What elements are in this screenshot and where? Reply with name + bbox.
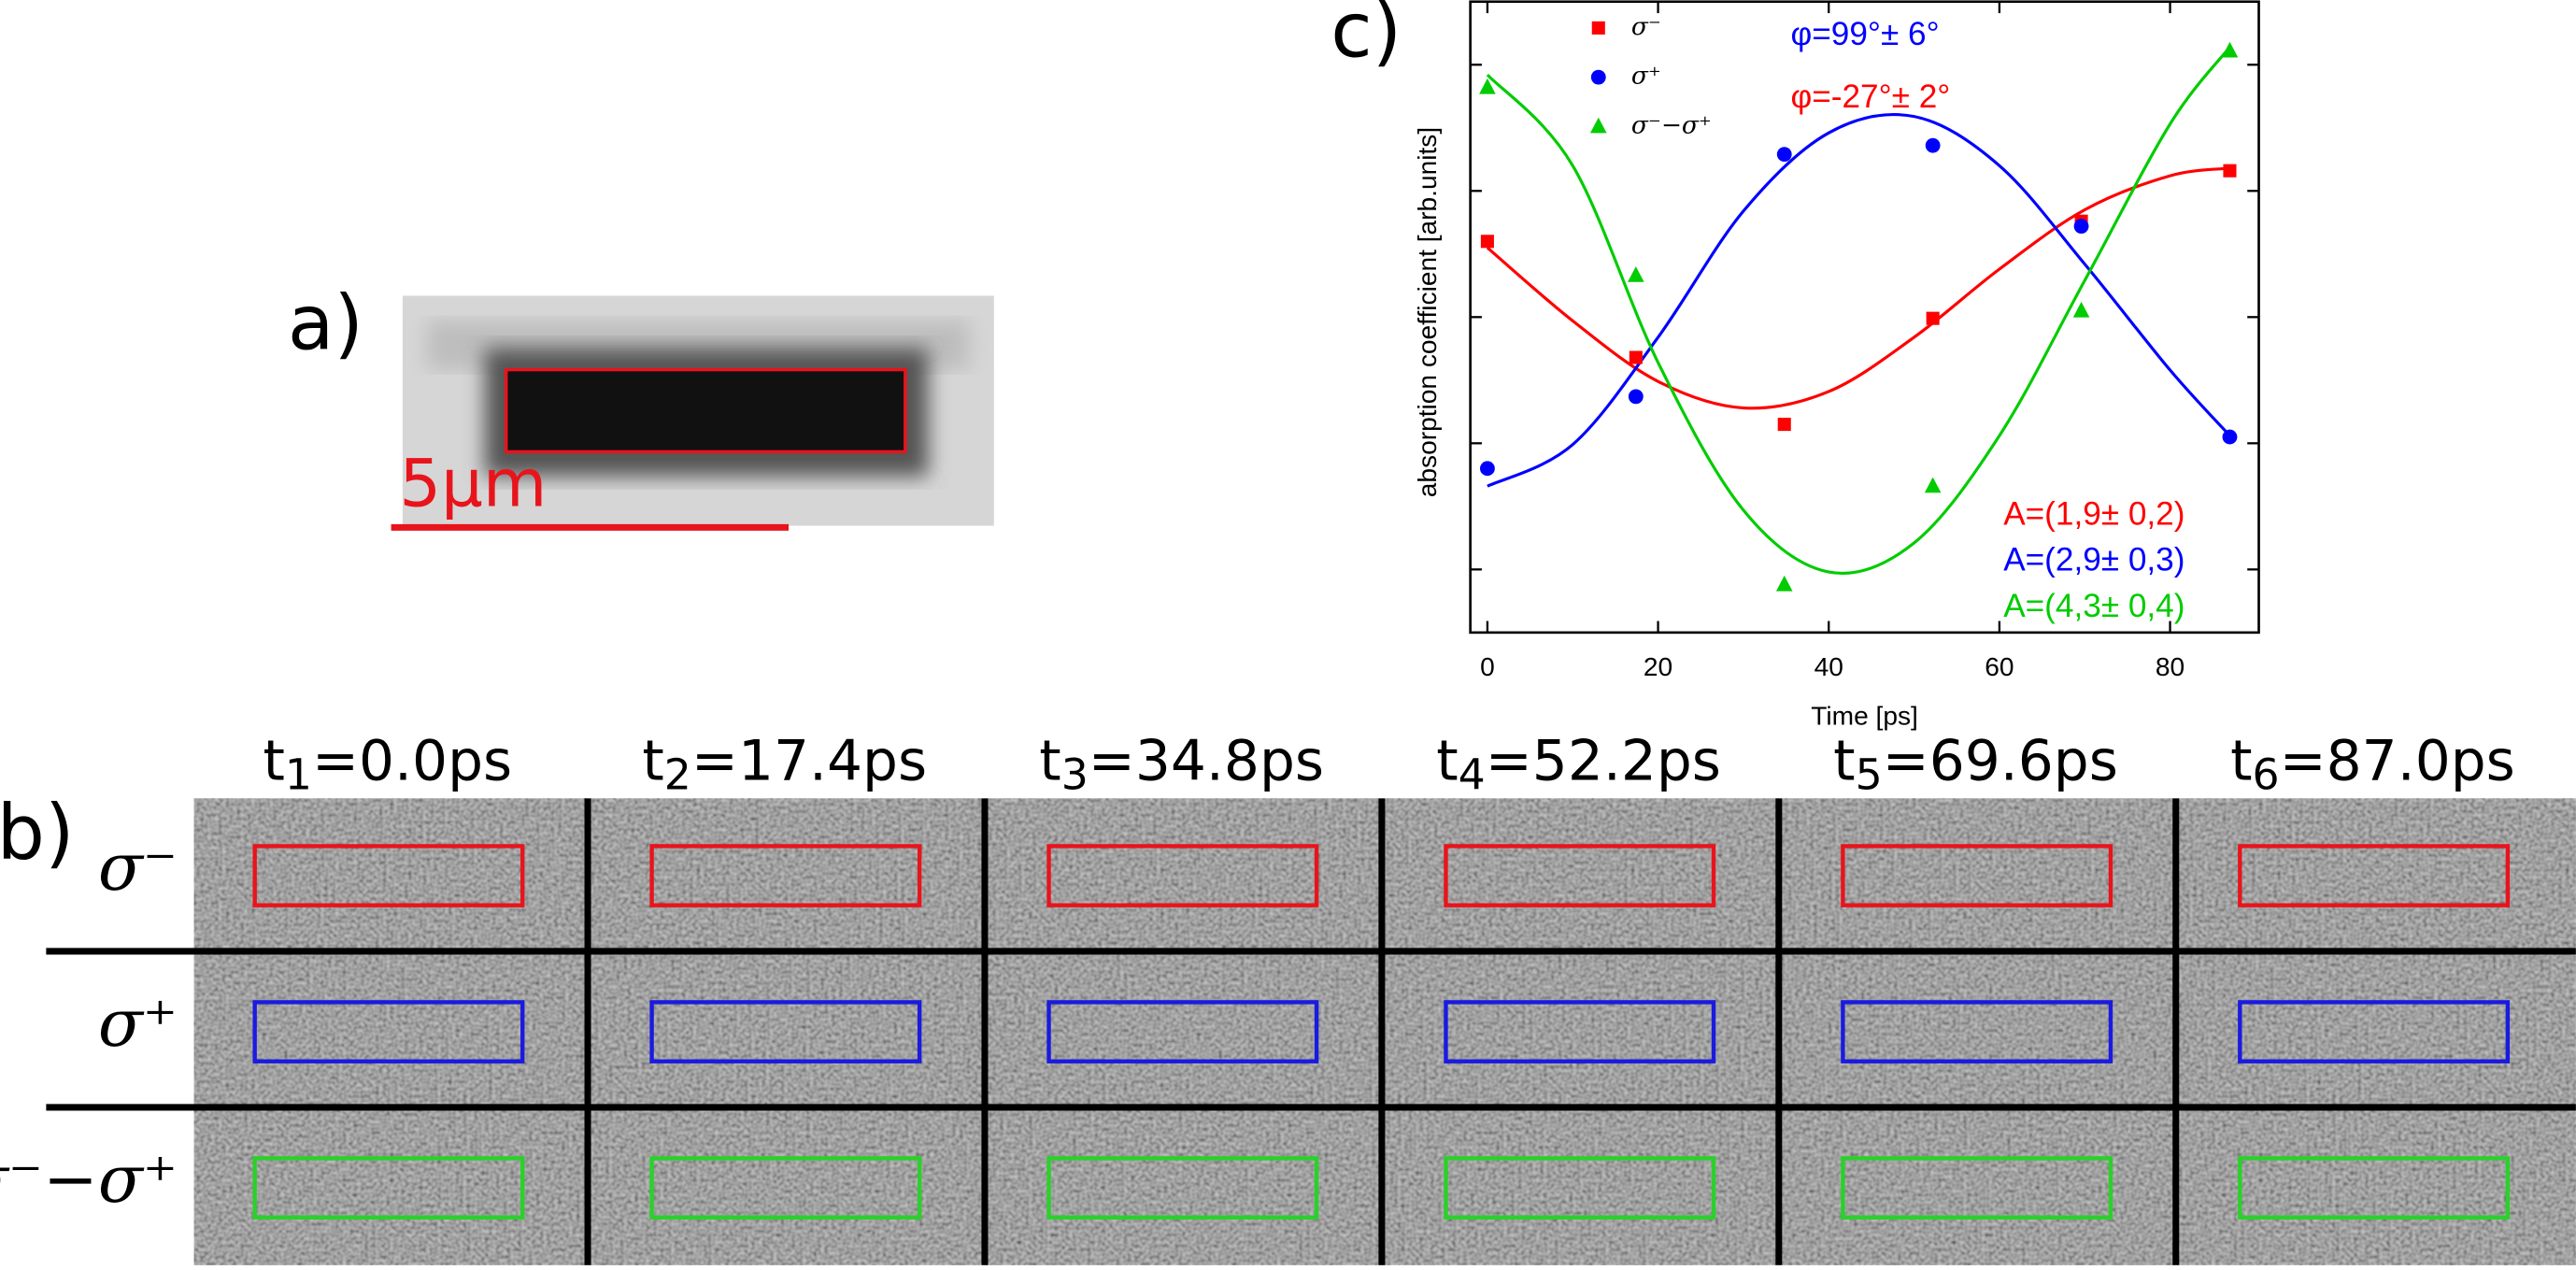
header-part: 3: [1061, 749, 1089, 799]
marker: [1479, 78, 1496, 94]
header-part: =17.4ps: [691, 729, 927, 793]
header-part: 1: [285, 749, 312, 799]
marker: [1628, 389, 1644, 405]
legend-label: σ⁻−σ⁺: [1631, 111, 1712, 139]
marker: [1628, 266, 1644, 282]
region-outline: [1444, 1000, 1716, 1063]
column-header: t3=34.8ps: [1039, 729, 1324, 799]
region-outline: [1444, 844, 1716, 907]
region-outline: [2238, 1000, 2511, 1063]
header-part: t: [1436, 729, 1458, 793]
marker: [2073, 219, 2089, 235]
region-outline: [252, 844, 525, 907]
header-part: =0.0ps: [312, 729, 512, 793]
header-part: t: [642, 729, 663, 793]
panel-label: b): [0, 790, 75, 878]
legend-marker: [1589, 117, 1607, 134]
header-part: =52.2ps: [1486, 729, 1721, 793]
marker: [2223, 164, 2237, 178]
column-header: t2=17.4ps: [642, 729, 927, 799]
marker: [1480, 461, 1495, 477]
annotation: A=(4,3± 0,4): [2003, 588, 2185, 624]
annotation: φ=-27°± 2°: [1790, 78, 1950, 115]
x-axis-label: Time [ps]: [1811, 702, 1918, 731]
column-header: t5=69.6ps: [1833, 729, 2118, 799]
header-part: t: [263, 729, 284, 793]
region-outline: [1046, 1156, 1319, 1220]
region-outline: [1046, 844, 1319, 907]
column-header: t6=87.0ps: [2230, 729, 2515, 799]
legend-marker: [1590, 69, 1606, 85]
row-label: σ⁺: [98, 985, 178, 1062]
marker: [2221, 41, 2239, 58]
image-grid: t1=0.0ps t2=17.4ps t3=34.8ps t4=52.2ps t5=69…: [0, 729, 2576, 1265]
fit-curve: [1486, 166, 2230, 410]
annotation: A=(1,9± 0,2): [2003, 495, 2185, 532]
header-part: t: [1833, 729, 1855, 793]
header-part: 2: [664, 749, 691, 799]
region-outline: [2238, 844, 2511, 907]
region-outline: [1841, 1156, 2113, 1220]
column-header: t4=52.2ps: [1436, 729, 1721, 799]
annotation: φ=99°± 6°: [1790, 16, 1939, 52]
header-part: =69.6ps: [1883, 729, 2118, 793]
header-part: =87.0ps: [2280, 729, 2515, 793]
row-label: σ⁻: [98, 829, 178, 906]
marker: [2072, 301, 2090, 318]
x-tick-label: 60: [1985, 652, 2014, 681]
header-part: 6: [2253, 749, 2280, 799]
y-axis-label: absorption coefficient [arb.units]: [1413, 127, 1442, 497]
legend-marker: [1591, 21, 1605, 35]
panel-label: a): [288, 280, 363, 368]
region-outline: [1841, 1000, 2113, 1063]
marker: [1924, 477, 1942, 493]
legend-label: σ⁺: [1631, 63, 1661, 91]
region-outline: [2238, 1156, 2511, 1220]
region-outline: [252, 1156, 525, 1220]
region-outline: [1841, 844, 2113, 907]
annotation: A=(2,9± 0,3): [2003, 542, 2185, 578]
marker: [1629, 350, 1643, 364]
marker: [1480, 235, 1494, 249]
x-tick-label: 40: [1815, 652, 1843, 681]
region-outline: [649, 1156, 922, 1220]
x-tick-label: 80: [2156, 652, 2185, 681]
marker: [2222, 429, 2238, 445]
header-part: =34.8ps: [1089, 729, 1324, 793]
header-part: 4: [1459, 749, 1486, 799]
marker: [1925, 137, 1941, 153]
region-outline: [504, 367, 907, 454]
x-tick-label: 20: [1644, 652, 1672, 681]
header-part: 5: [1856, 749, 1883, 799]
marker: [1777, 418, 1791, 432]
region-outline: [1444, 1156, 1716, 1220]
column-header: t1=0.0ps: [263, 729, 512, 799]
header-part: t: [2230, 729, 2252, 793]
marker: [1926, 311, 1940, 325]
panel-label: c): [1331, 0, 1402, 76]
marker: [1775, 575, 1793, 592]
region-outline: [1046, 1000, 1319, 1063]
chart: 0 20 40 60 80 Time [ps] absorption coefficient…: [1413, 0, 2260, 731]
header-part: t: [1039, 729, 1060, 793]
region-outline: [649, 844, 922, 907]
x-tick-label: 0: [1480, 652, 1495, 681]
fit-curve: [1487, 113, 2231, 488]
row-label: σ⁻−σ⁺: [0, 1141, 178, 1218]
marker: [1776, 147, 1792, 163]
legend-label: σ⁻: [1631, 13, 1661, 41]
region-outline: [252, 1000, 525, 1063]
scale-bar-label: 5μm: [399, 446, 547, 522]
region-outline: [649, 1000, 922, 1063]
fit-curve: [1486, 46, 2231, 576]
